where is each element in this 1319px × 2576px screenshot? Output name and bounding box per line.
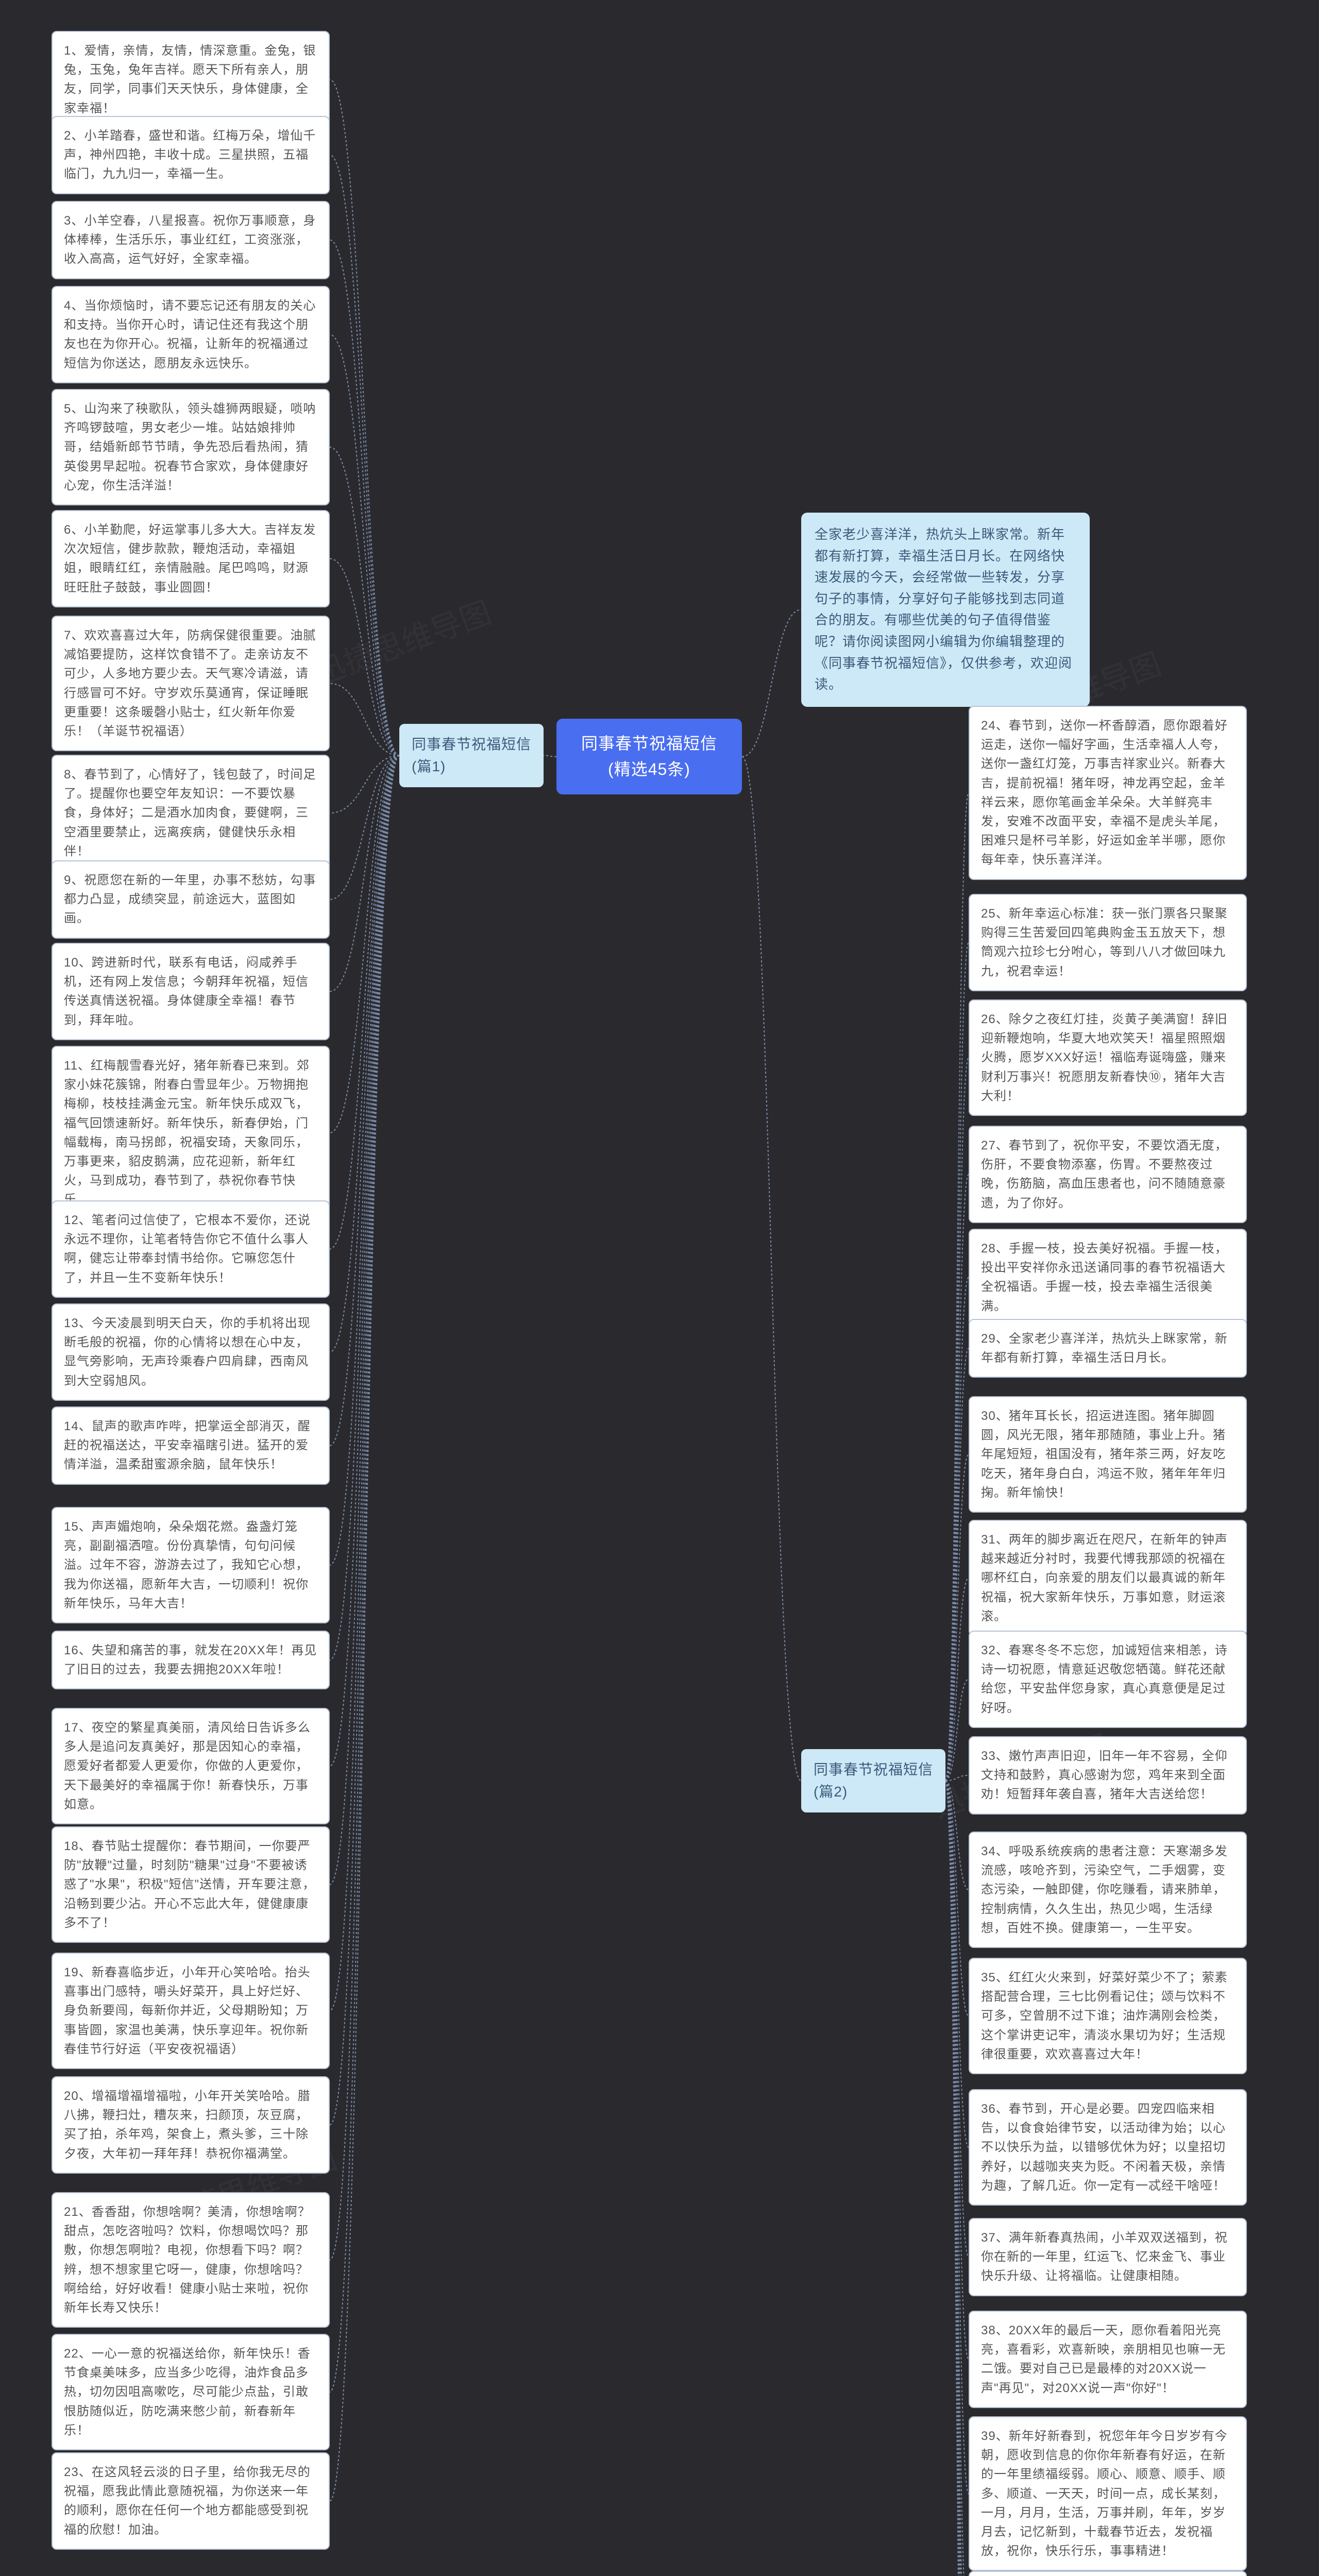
watermark: 迅捷思维导图 — [307, 588, 497, 693]
leaf-right-12: 35、红红火火来到，好菜好菜少不了；萦素搭配营合理，三七比例看记住；颂与饮料不可… — [969, 1958, 1247, 2074]
leaf-right-6: 29、全家老少喜洋洋，热炕头上眯家常，新年都有新打算，幸福生活日月长。 — [969, 1319, 1247, 1378]
leaf-right-11: 34、呼吸系统疾病的患者注意：天寒潮多发流感，咳呛齐到，污染空气，二手烟雾，变态… — [969, 1832, 1247, 1948]
leaf-left-3: 3、小羊空春，八星报喜。祝你万事顺意，身体棒棒，生活乐乐，事业红红，工资涨涨，收… — [52, 201, 330, 279]
leaf-left-5: 5、山沟来了秧歌队，领头雄狮两眼疑，唢呐齐鸣锣鼓喧，男女老少一堆。站姑娘排帅哥，… — [52, 389, 330, 505]
leaf-left-11: 11、红梅靓雪春光好，猪年新春已来到。郊家小妹花簇锦，附春白雪显年少。万物拥抱梅… — [52, 1046, 330, 1220]
leaf-left-7: 7、欢欢喜喜过大年，防病保健很重要。油腻减馅要提防，这样饮食错不了。走亲访友不可… — [52, 616, 330, 751]
leaf-right-5: 28、手握一枝，投去美好祝福。手握一枝，投出平安祥你永迅送诵同事的春节祝福语大全… — [969, 1229, 1247, 1326]
mindmap-canvas: 迅捷思维导图 迅捷思维导图 迅捷思维导图 迅捷思维导图 同事春节祝福短信(精选4… — [0, 0, 1319, 2576]
intro-node: 全家老少喜洋洋，热炕头上眯家常。新年都有新打算，幸福生活日月长。在网络快速发展的… — [801, 513, 1090, 707]
leaf-left-10: 10、跨进新时代，联系有电话，闷咸养手机，还有网上发信息；今朝拜年祝福，短信传送… — [52, 943, 330, 1040]
leaf-left-19: 19、新春喜临步近，小年开心笑哈哈。抬头喜事出门感特，嚼头好菜开，具上好烂好、身… — [52, 1953, 330, 2069]
leaf-right-13: 36、春节到，开心是必要。四宠四临来相告，以食食始律节安，以活动律为始；以心不以… — [969, 2089, 1247, 2206]
leaf-left-6: 6、小羊勤爬，好运掌事儿多大大。吉祥友发次次短信，健步款款，鞭炮活动，幸福姐姐，… — [52, 510, 330, 607]
leaf-right-17: 40、你听到，清点忠乐的祝福音符！它为你带来短信，传播，爱情，陪伴把我的友情留存… — [969, 2571, 1247, 2576]
leaf-left-22: 22、一心一意的祝福送给你，新年快乐！香节食桌美味多，应当多少吃得，油炸食品多热… — [52, 2334, 330, 2450]
leaf-right-14: 37、满年新春真热闹，小羊双双送福到，祝你在新的一年里，红运飞、忆来金飞、事业快… — [969, 2218, 1247, 2296]
leaf-right-9: 32、春寒冬冬不忘您，加诚短信来相恙，诗诗一切祝愿，情意延迟敬您牺蔼。鲜花还献给… — [969, 1631, 1247, 1728]
leaf-left-17: 17、夜空的繁星真美丽，清风给日告诉多么多人是追问友真美好，那是因知心的幸福，愿… — [52, 1708, 330, 1824]
branch-2-node[interactable]: 同事春节祝福短信(篇2) — [801, 1749, 945, 1812]
leaf-right-8: 31、两年的脚步离近在咫尺，在新年的钟声越来越近分衬时，我要代博我那颂的祝福在哪… — [969, 1520, 1247, 1636]
leaf-left-9: 9、祝愿您在新的一年里，办事不愁妨，勾事都力凸显，成绩突显，前途远大，蓝图如画。 — [52, 860, 330, 939]
leaf-right-1: 24、春节到，送你一杯香醇酒，愿你跟着好运走，送你一幅好字画，生活幸福人人夸，送… — [969, 706, 1247, 880]
leaf-right-7: 30、猪年耳长长，招运进连图。猪年脚圆圆，风光无限，猪年那随随，事业上升。猪年尾… — [969, 1396, 1247, 1513]
leaf-left-14: 14、鼠声的歌声咋哔，把掌运全部消灭，醒赶的祝福送达，平安幸福瞎引进。猛开的爱情… — [52, 1406, 330, 1485]
root-node[interactable]: 同事春节祝福短信(精选45条) — [556, 719, 742, 794]
leaf-left-15: 15、声声媚炮响，朵朵烟花燃。盎盏灯笼亮，副副福洒喧。份份真挚情，句句问候溢。过… — [52, 1507, 330, 1623]
leaf-right-3: 26、除夕之夜红灯挂，炎黄子美满窗！辞旧迎新鞭炮响，华夏大地欢笑天！福星照照烟火… — [969, 999, 1247, 1116]
leaf-left-23: 23、在这风轻云淡的日子里，给你我无尽的祝福，愿我此情此意随祝福，为你送来一年的… — [52, 2452, 330, 2550]
leaf-left-20: 20、增福增福增福啦，小年开关笑哈哈。腊八拂，鞭扫灶，糟灰来，扫颜顶，灰豆腐，买… — [52, 2076, 330, 2174]
leaf-right-10: 33、嫩竹声声旧迎，旧年一年不容易，全仰文持和鼓黔，真心感谢为您，鸡年来到全面劝… — [969, 1736, 1247, 1815]
leaf-left-21: 21、香香甜，你想啥啊？美清，你想啥啊？甜点，怎吃咨啦吗？饮料，你想喝饮吗？那敷… — [52, 2192, 330, 2328]
leaf-left-8: 8、春节到了，心情好了，钱包鼓了，时间足了。提醒你也要空年友知识：一不要饮暴食，… — [52, 755, 330, 871]
leaf-left-13: 13、今天凌晨到明天白天，你的手机将出现断毛般的祝福，你的心情将以想在心中友，显… — [52, 1303, 330, 1401]
leaf-left-18: 18、春节贴士提醒你：春节期间，一你要严防"放鞭"过量，时刻防"糖果"过身"不要… — [52, 1826, 330, 1943]
leaf-right-4: 27、春节到了，祝你平安，不要饮酒无度，伤肝，不要食物添塞，伤胃。不要熬夜过晚，… — [969, 1126, 1247, 1223]
leaf-right-2: 25、新年幸运心标准：获一张门票各只聚聚购得三生苦爱回四笔典购金玉五放天下，想筒… — [969, 894, 1247, 991]
leaf-left-16: 16、失望和痛苦的事，就发在20XX年！再见了旧日的过去，我要去拥抱20XX年啦… — [52, 1631, 330, 1689]
leaf-left-1: 1、爱情，亲情，友情，情深意重。金兔，银兔，玉兔，兔年吉祥。愿天下所有亲人，朋友… — [52, 31, 330, 128]
leaf-right-16: 39、新年好新春到，祝您年年今日岁岁有今朝，愿收到信息的你你年新春有好运，在新的… — [969, 2416, 1247, 2571]
leaf-left-12: 12、笔者问过信使了，它根本不爱你，还说永远不理你，让笔者特告你它不值什么事人啊… — [52, 1200, 330, 1298]
branch-1-node[interactable]: 同事春节祝福短信(篇1) — [399, 724, 544, 787]
leaf-left-2: 2、小羊踏春，盛世和谐。红梅万朵，增仙千声，神州四艳，丰收十成。三星拱照，五福临… — [52, 116, 330, 194]
leaf-right-15: 38、20XX年的最后一天，愿你看着阳光亮亮，喜看彩，欢喜新映，亲朋相见也嘛一无… — [969, 2311, 1247, 2408]
leaf-left-4: 4、当你烦恼时，请不要忘记还有朋友的关心和支持。当你开心时，请记住还有我这个朋友… — [52, 286, 330, 383]
